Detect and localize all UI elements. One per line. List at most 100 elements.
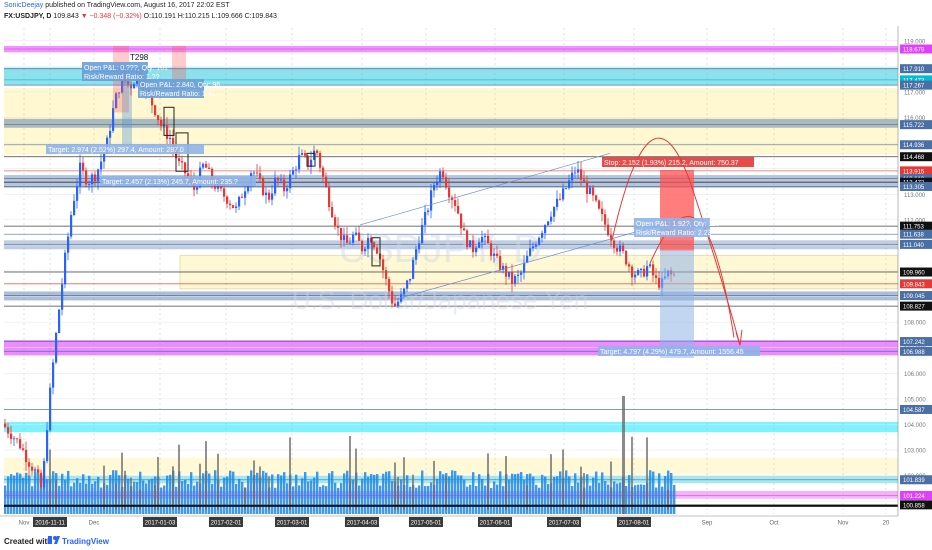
time-tick-label: 2017-02-01 (211, 521, 242, 527)
candle-body (286, 188, 289, 192)
volume-bar (604, 481, 607, 514)
candle-body (385, 270, 388, 280)
annotation-box (46, 144, 204, 154)
volume-bar (163, 485, 166, 514)
candle-body (421, 224, 424, 244)
volume-bar (334, 482, 337, 514)
candle-body (652, 264, 655, 276)
candle-body (538, 237, 541, 245)
candle-body (49, 387, 52, 431)
candle-body (43, 461, 46, 488)
volume-bar (649, 470, 652, 514)
volume-bar (493, 481, 496, 514)
volume-spike (157, 456, 159, 510)
price-tick-label: 103.000 (904, 449, 926, 455)
price-label-box (900, 140, 932, 150)
candle-body (232, 205, 235, 208)
volume-bar (643, 484, 646, 514)
volume-bar (166, 475, 169, 514)
volume-spike (259, 466, 261, 510)
candle-body (448, 187, 451, 198)
candlestick-series (4, 64, 676, 491)
volume-bar (271, 474, 274, 514)
volume-bar (226, 476, 229, 514)
volume-bar (94, 481, 97, 514)
candle-body (271, 193, 274, 200)
volume-bar (208, 473, 211, 514)
candle-body (628, 264, 631, 267)
volume-bar (34, 471, 37, 514)
candle-body (268, 192, 271, 200)
volume-bar (523, 479, 526, 514)
price-label-box (900, 291, 932, 301)
volume-bar (250, 470, 253, 514)
annotation-box (598, 346, 760, 356)
price-chart[interactable]: USDJPY, D U.S. Dollar/Japanese Yen Open … (0, 26, 932, 530)
candle-body (259, 173, 262, 179)
volume-bar (22, 477, 25, 514)
candle-body (19, 439, 22, 449)
volume-bar (118, 475, 121, 514)
volume-bar (538, 487, 541, 514)
price-label-text: 109.843 (903, 282, 925, 288)
volume-bar (376, 474, 379, 514)
volume-bar (286, 483, 289, 514)
candle-body (472, 240, 475, 253)
volume-bar (298, 485, 301, 514)
annotation-text: Risk/Reward Ratio: 1.?? (84, 74, 160, 81)
candle-body (355, 232, 358, 235)
candle-body (283, 179, 286, 192)
price-tick-label: 116.000 (904, 116, 926, 122)
volume-bar (220, 486, 223, 514)
time-tick-box (143, 517, 177, 527)
price-label-text: 109.960 (903, 271, 925, 277)
volume-bar (421, 470, 424, 514)
zone-band (4, 118, 898, 128)
candle-body (256, 172, 259, 174)
volume-bar (106, 484, 109, 514)
candle-body (52, 362, 55, 388)
candle-body (433, 185, 436, 191)
volume-bar (85, 483, 88, 514)
candle-body (409, 278, 412, 281)
volume-bar (532, 476, 535, 514)
volume-bar (637, 484, 640, 514)
candle-body (352, 234, 355, 243)
price-label-text: 111.753 (903, 225, 924, 231)
candle-body (304, 153, 307, 156)
time-tick-label: Nov (838, 521, 849, 527)
volume-bar (658, 473, 661, 514)
volume-spike (580, 466, 582, 510)
candle-body (115, 93, 118, 109)
candle-body (622, 245, 625, 252)
candle-body (562, 188, 565, 200)
volume-bar (10, 474, 13, 514)
candle-body (328, 187, 331, 208)
time-axis: Nov 2016-11-11 Dec 2017-01-03 2017-02-01 2017… (0, 515, 898, 530)
candle-body (25, 449, 28, 463)
volume-bar (373, 474, 376, 514)
candle-body (109, 130, 112, 138)
candle-body (10, 433, 13, 439)
candle-body (367, 237, 370, 249)
candle-body (592, 187, 595, 196)
candle-body (196, 187, 199, 190)
price-label-text: 118.679 (903, 48, 925, 54)
tradingview-brand[interactable]: TradingView (62, 537, 109, 546)
candle-body (343, 235, 346, 241)
volume-bar (319, 486, 322, 514)
volume-bar (352, 479, 355, 514)
candle-body (82, 162, 85, 171)
candle-body (67, 236, 70, 253)
volume-bar (193, 485, 196, 514)
price-axis-bg (898, 26, 932, 530)
candle-body (559, 198, 562, 200)
volume-bar (607, 484, 610, 514)
candle-body (469, 240, 472, 248)
author-link[interactable]: SonicDeejay (4, 2, 44, 9)
volume-bar (577, 482, 580, 514)
volume-bar (574, 473, 577, 514)
volume-bar (508, 479, 511, 514)
volume-spike (412, 474, 414, 510)
volume-bar (127, 478, 130, 514)
